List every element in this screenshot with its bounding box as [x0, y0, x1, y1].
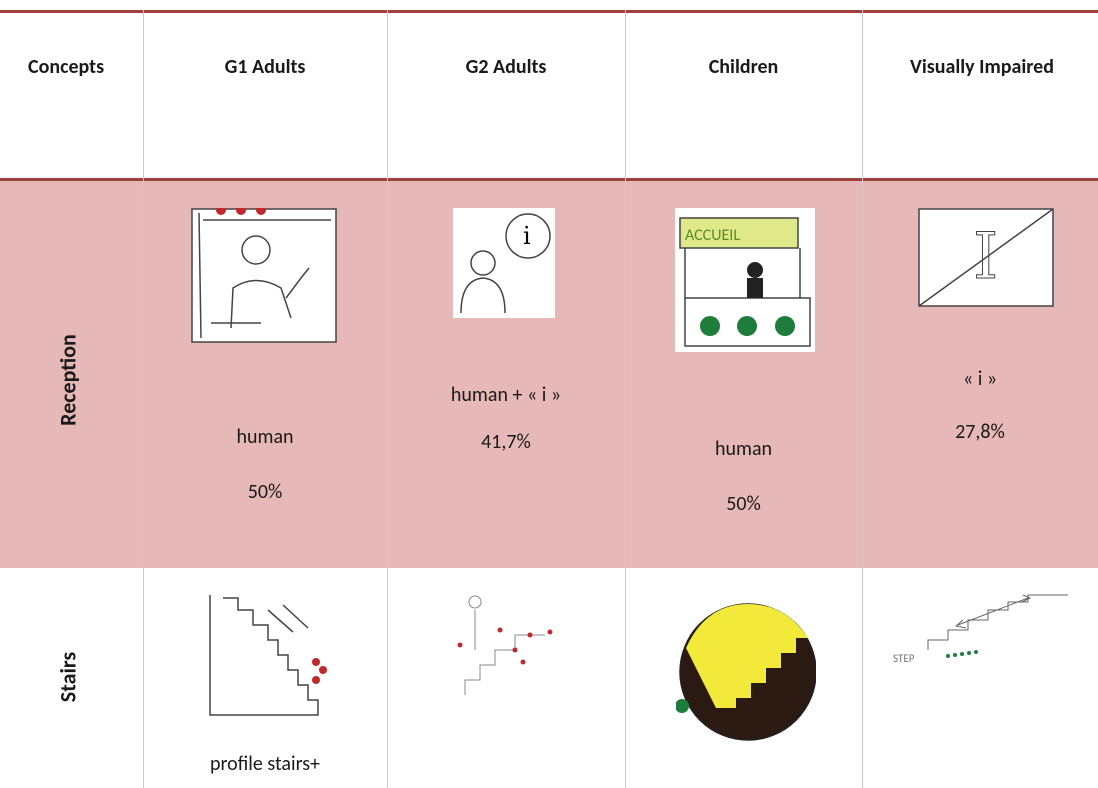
top-border [0, 10, 1098, 13]
row-label: Reception [54, 334, 82, 426]
cell-text: 41,7% [481, 430, 531, 454]
header-cell: Concepts [28, 55, 105, 79]
header-cell: G2 Adults [465, 55, 547, 79]
sketch-reception-desk: ACCUEIL [675, 208, 815, 352]
svg-text:ACCUEIL: ACCUEIL [685, 226, 740, 245]
sketch-stairs-figure [457, 595, 553, 695]
cell-text: 27,8% [955, 420, 1005, 444]
sketch-stairs-ball [676, 603, 816, 741]
cell-text: profile stairs+ [210, 752, 320, 776]
cell-text: « i » [962, 367, 998, 391]
row-label: Stairs [54, 651, 82, 703]
sketch-human-info: i [453, 208, 555, 318]
cell-text: human + « i » [450, 383, 562, 407]
svg-text:I: I [973, 220, 998, 294]
header-cell: Children [708, 55, 779, 79]
divider [143, 10, 144, 788]
divider [387, 10, 388, 788]
header-cell: G1 Adults [224, 55, 306, 79]
sketch-profile-stairs [209, 595, 327, 716]
cell-text: 50% [726, 492, 761, 516]
divider [625, 10, 626, 788]
cell-text: human [236, 425, 294, 449]
sketch-human [191, 208, 337, 343]
divider [862, 10, 863, 788]
sketch-info: I [918, 208, 1054, 307]
header-border [0, 178, 1098, 181]
cell-text: human [714, 437, 773, 461]
sketch-steps: STEP [893, 594, 1068, 665]
header-cell: Visually Impaired [910, 55, 1054, 79]
svg-text:STEP: STEP [893, 652, 915, 665]
cell-text: 50% [247, 480, 283, 504]
svg-text:i: i [523, 222, 531, 250]
